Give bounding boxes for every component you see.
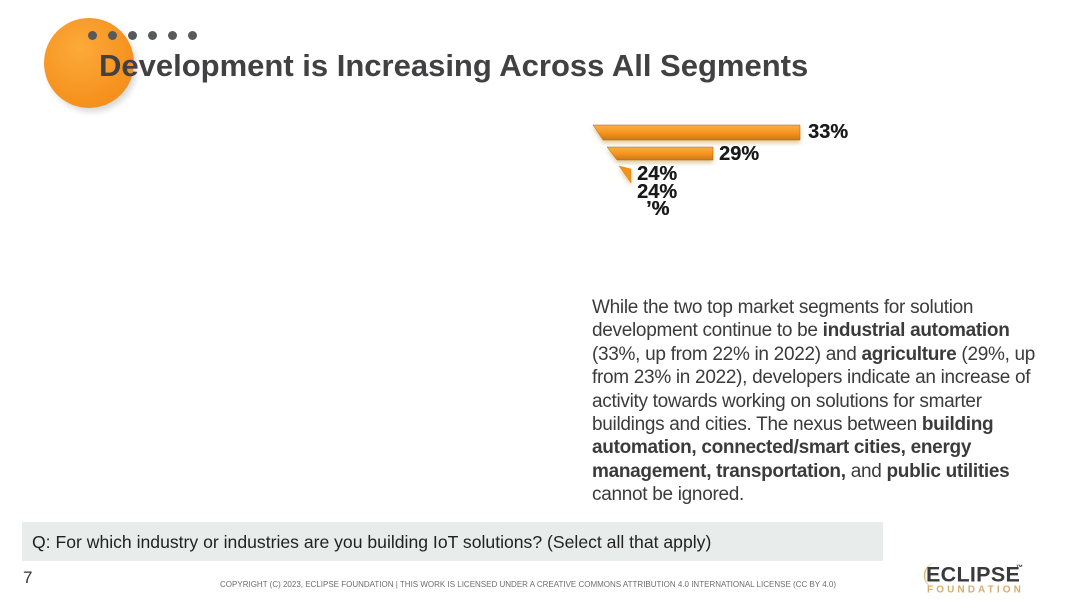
svg-text:FOUNDATION: FOUNDATION: [927, 585, 1024, 596]
svg-text:ECLIPSE: ECLIPSE: [926, 563, 1020, 587]
svg-text:™: ™: [1016, 565, 1023, 572]
